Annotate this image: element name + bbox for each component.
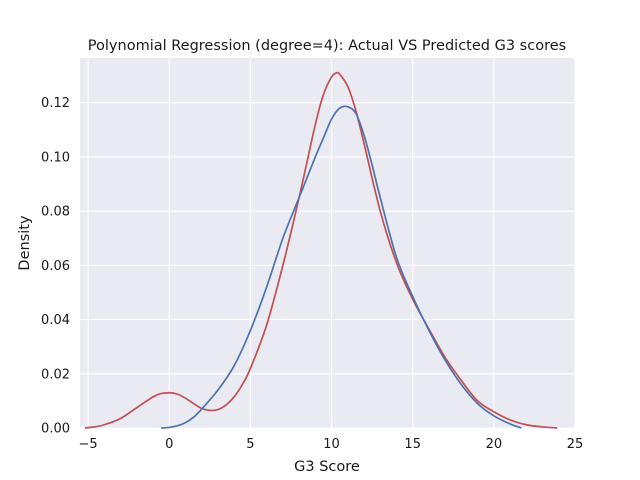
y-tick-label: 0.02 xyxy=(41,367,70,382)
y-tick-label: 0.12 xyxy=(41,96,70,111)
x-tick-label: 15 xyxy=(404,437,421,452)
x-tick-label: 10 xyxy=(323,437,340,452)
x-tick-label: 25 xyxy=(567,437,584,452)
x-tick-label: 0 xyxy=(165,437,173,452)
plot-background xyxy=(80,58,575,428)
x-axis-label: G3 Score xyxy=(294,459,360,475)
ticks: −5 0 5 10 15 20 25 0.00 0.02 0.04 0.06 0.08 0.10 0.12 xyxy=(41,96,583,452)
y-tick-label: 0.04 xyxy=(41,313,70,328)
y-tick-label: 0.06 xyxy=(41,259,70,274)
y-axis-label: Density xyxy=(17,215,33,271)
x-tick-label: −5 xyxy=(79,437,98,452)
grid xyxy=(80,58,576,429)
chart-title: Polynomial Regression (degree=4): Actual… xyxy=(88,38,566,54)
y-tick-label: 0.10 xyxy=(41,150,70,165)
x-tick-label: 5 xyxy=(246,437,254,452)
series-line-blue xyxy=(161,105,522,429)
y-tick-label: 0.00 xyxy=(41,422,70,437)
series-group xyxy=(84,71,558,429)
y-tick-label: 0.08 xyxy=(41,205,70,220)
x-tick-label: 20 xyxy=(486,437,503,452)
